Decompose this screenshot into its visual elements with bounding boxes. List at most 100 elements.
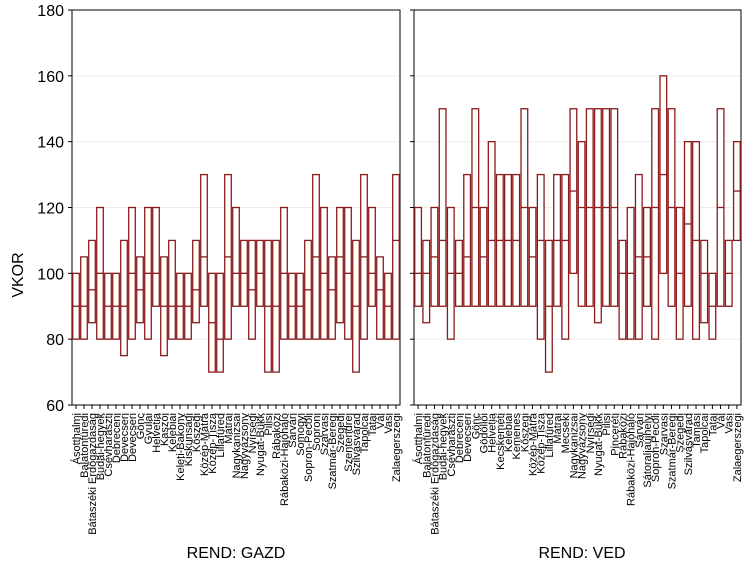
x-tick-label: Zalaegerszegi xyxy=(732,413,744,482)
x-tick-label: Kecskeméti xyxy=(495,413,507,470)
box-40 xyxy=(384,272,392,340)
x-tick-label: Közép-Mátra xyxy=(199,412,211,476)
box-rect xyxy=(368,206,376,307)
box-13 xyxy=(512,173,521,307)
x-tick-label: Sárvári xyxy=(287,413,299,448)
x-tick-label: Szegedi xyxy=(335,413,347,453)
x-tick-label: Sátoraljaújhelyi xyxy=(642,413,654,488)
box-rect xyxy=(561,173,570,340)
box-11 xyxy=(495,173,504,307)
x-tick-label: Gyulai xyxy=(143,413,155,444)
x-tick-label: Ásotthalmi xyxy=(70,413,83,464)
box-rect xyxy=(376,256,384,340)
x-tick-label: Nyugat-Bükk xyxy=(593,413,605,476)
x-tick-label: Devecseri xyxy=(127,413,139,462)
box-rect xyxy=(536,173,545,340)
x-tick-label: Közép-Mátra xyxy=(528,412,540,476)
box-26 xyxy=(618,239,627,340)
box-15 xyxy=(528,206,537,307)
box-34 xyxy=(336,206,344,324)
box-35 xyxy=(344,206,352,340)
box-35 xyxy=(692,141,701,340)
x-tick-label: Közép-Tisza xyxy=(207,412,219,474)
box-30 xyxy=(651,108,660,340)
box-27 xyxy=(280,206,288,340)
box-19 xyxy=(561,173,570,340)
x-tick-label: Tatai xyxy=(707,413,719,436)
box-33 xyxy=(328,256,336,340)
box-25 xyxy=(610,108,619,307)
x-tick-label: Somogyi xyxy=(295,413,307,456)
box-23 xyxy=(248,239,256,340)
x-tick-label: Mátrai xyxy=(552,413,564,444)
box-6 xyxy=(454,239,463,307)
box-36 xyxy=(700,239,709,324)
box-6 xyxy=(112,272,120,340)
panel-title-gazd: REND: GAZD xyxy=(187,545,286,562)
box-1 xyxy=(72,272,80,340)
x-tick-label: Balatonfüredi xyxy=(79,413,91,478)
x-tick-label: Rábaközi-Hajóháló xyxy=(279,413,291,506)
box-15 xyxy=(184,272,192,340)
x-tick-label: Rábaközi xyxy=(617,413,629,459)
box-29 xyxy=(296,272,304,340)
box-24 xyxy=(256,239,264,307)
box-38 xyxy=(368,206,376,307)
box-rect xyxy=(392,173,400,340)
box-rect xyxy=(422,239,431,324)
x-tick-label: Rábaközi xyxy=(271,413,283,459)
box-21 xyxy=(232,206,240,307)
y-tick-label: 160 xyxy=(37,69,64,86)
x-tick-label: Szatmár-Beregi xyxy=(327,413,339,489)
x-tick-label: Csévharaszti xyxy=(103,413,115,477)
x-tick-label: Helvetia xyxy=(151,412,163,453)
box-37 xyxy=(708,272,717,340)
x-tick-label: Debreceni xyxy=(111,413,123,463)
box-34 xyxy=(683,141,692,307)
x-tick-label: Tapolcai xyxy=(699,413,711,453)
x-tick-label: Rábaközi-Hajóháló xyxy=(626,413,638,506)
x-tick-label: Mátrai xyxy=(223,413,235,444)
x-tick-label: Vál xyxy=(375,413,387,429)
box-14 xyxy=(176,272,184,340)
x-tick-label: Budai-hegyek xyxy=(95,413,107,481)
x-tick-label: Tapolcai xyxy=(359,413,371,453)
box-rect xyxy=(438,108,447,307)
box-rect xyxy=(80,256,88,340)
box-rect xyxy=(200,173,208,307)
x-tick-label: Szilvásvárad xyxy=(683,413,695,475)
x-tick-label: Vasi xyxy=(724,413,736,434)
box-33 xyxy=(675,206,684,340)
box-22 xyxy=(585,108,594,307)
x-tick-label: Zalaegerszegi xyxy=(391,413,403,482)
panel-title-ved: REND: VED xyxy=(538,545,625,562)
x-tick-label: Lillafüred xyxy=(544,413,556,458)
box-31 xyxy=(659,75,668,274)
x-tick-label: Devecseri xyxy=(462,413,474,462)
box-14 xyxy=(520,108,529,307)
x-tick-label: Nagyvázsony xyxy=(239,413,251,480)
box-rect xyxy=(88,239,96,324)
box-26 xyxy=(272,239,280,373)
x-tick-label: Pilisi xyxy=(601,413,613,436)
box-rect xyxy=(487,141,496,307)
x-tick-label: Nagykanizsai xyxy=(568,413,580,478)
box-19 xyxy=(216,272,224,373)
box-rect xyxy=(700,239,709,324)
box-3 xyxy=(430,206,439,307)
x-tick-label: Csévharaszti xyxy=(446,413,458,477)
x-tick-label: Nyugat-Bükk xyxy=(255,413,267,476)
x-tick-label: Vasi xyxy=(383,413,395,434)
x-tick-label: Szarvasi xyxy=(658,413,670,455)
box-rect xyxy=(463,173,472,307)
x-tick-label: Nyírségi xyxy=(585,413,597,453)
x-tick-label: Kőszegi xyxy=(519,413,531,452)
box-10 xyxy=(144,206,152,340)
y-tick-label: 60 xyxy=(46,398,64,415)
box-17 xyxy=(544,239,553,373)
box-9 xyxy=(136,256,144,324)
box-12 xyxy=(160,256,168,357)
box-rect xyxy=(336,206,344,324)
box-13 xyxy=(168,239,176,340)
